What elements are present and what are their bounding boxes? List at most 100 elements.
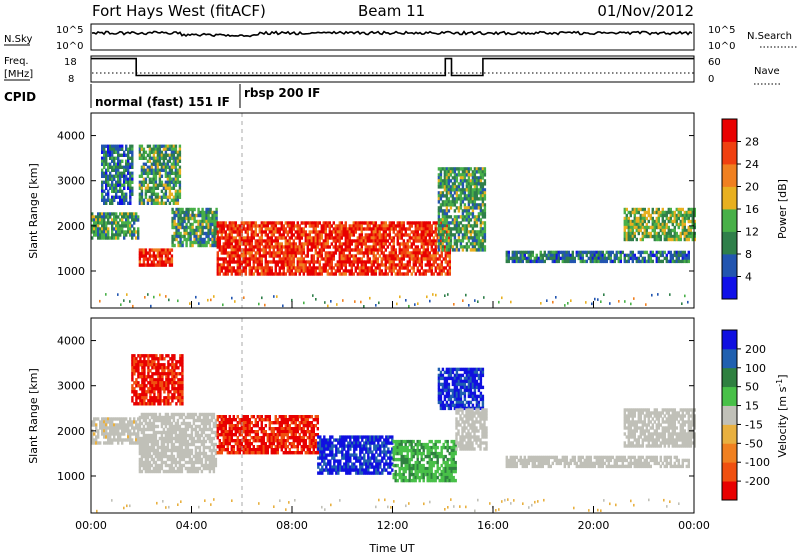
echo-cell bbox=[272, 248, 275, 252]
echo-cell bbox=[392, 251, 395, 255]
echo-cell bbox=[402, 239, 405, 243]
echo-cell bbox=[184, 451, 188, 456]
echo-cell bbox=[170, 248, 174, 252]
echo-cell bbox=[426, 245, 429, 249]
echo-cell bbox=[137, 366, 140, 370]
echo-cell bbox=[133, 387, 136, 391]
echo-cell bbox=[414, 224, 417, 228]
echo-cell bbox=[115, 180, 118, 184]
ground-scatter-cell bbox=[501, 296, 503, 300]
echo-cell bbox=[655, 225, 658, 230]
ground-scatter-cell bbox=[570, 299, 572, 302]
echo-cell bbox=[105, 201, 108, 205]
echo-cell bbox=[176, 433, 180, 438]
echo-cell bbox=[290, 263, 293, 267]
echo-cell bbox=[368, 224, 371, 228]
echo-cell bbox=[213, 213, 216, 218]
echo-cell bbox=[99, 233, 102, 237]
echo-cell bbox=[168, 180, 172, 184]
echo-cell bbox=[438, 272, 441, 276]
echo-cell bbox=[645, 222, 648, 227]
echo-cell bbox=[328, 230, 331, 234]
ground-scatter-cell bbox=[126, 293, 128, 296]
echo-cell bbox=[169, 381, 172, 385]
echo-cell bbox=[129, 227, 132, 231]
echo-cell bbox=[475, 230, 479, 234]
echo-cell bbox=[236, 248, 239, 252]
echo-cell bbox=[445, 179, 449, 183]
echo-cell bbox=[434, 269, 437, 273]
echo-cell bbox=[436, 266, 439, 270]
echo-cell bbox=[179, 384, 182, 388]
echo-cell bbox=[142, 418, 146, 423]
echo-cell bbox=[115, 426, 118, 430]
echo-cell bbox=[138, 427, 142, 432]
echo-cell bbox=[392, 239, 395, 243]
echo-cell bbox=[422, 251, 425, 255]
echo-cell bbox=[162, 421, 166, 426]
echo-cell bbox=[282, 260, 285, 264]
echo-cell bbox=[368, 227, 371, 231]
nsky-panel: N.Sky 10^5 10^0 10^5 10^0 N.Search bbox=[4, 23, 798, 52]
echo-cell bbox=[442, 257, 445, 261]
echo-cell bbox=[412, 269, 415, 273]
power-colorbar-swatch bbox=[722, 119, 737, 142]
echo-cell bbox=[380, 263, 383, 267]
echo-cell bbox=[390, 239, 393, 243]
echo-cell bbox=[220, 233, 223, 237]
echo-cell bbox=[140, 254, 144, 258]
echo-cell bbox=[181, 219, 184, 224]
echo-cell bbox=[157, 402, 160, 406]
echo-cell bbox=[135, 420, 138, 424]
echo-cell bbox=[290, 251, 293, 255]
echo-cell bbox=[135, 215, 138, 219]
echo-cell bbox=[220, 251, 223, 255]
echo-cell bbox=[170, 436, 174, 441]
echo-cell bbox=[463, 227, 467, 231]
echo-cell bbox=[153, 393, 156, 397]
echo-cell bbox=[216, 269, 219, 273]
echo-cell bbox=[163, 384, 166, 388]
echo-cell bbox=[220, 221, 223, 225]
echo-cell bbox=[673, 216, 676, 221]
echo-cell bbox=[475, 248, 479, 252]
echo-cell bbox=[162, 147, 166, 151]
echo-cell bbox=[179, 390, 182, 394]
echo-cell bbox=[286, 233, 289, 237]
echo-cell bbox=[402, 266, 405, 270]
echo-cell bbox=[181, 378, 184, 382]
echo-cell bbox=[144, 248, 148, 252]
echo-cell bbox=[162, 183, 166, 187]
echo-cell bbox=[651, 253, 654, 258]
echo-cell bbox=[274, 266, 277, 270]
echo-cell bbox=[177, 234, 180, 239]
echo-cell bbox=[605, 259, 608, 264]
power-colorbar-swatch bbox=[722, 254, 737, 277]
echo-cell bbox=[150, 448, 154, 453]
echo-cell bbox=[142, 156, 146, 160]
echo-cell bbox=[177, 240, 180, 245]
echo-cell bbox=[322, 227, 325, 231]
echo-cell bbox=[270, 242, 273, 246]
echo-cell bbox=[133, 227, 136, 231]
echo-cell bbox=[164, 189, 168, 193]
echo-cell bbox=[304, 254, 307, 258]
echo-cell bbox=[631, 222, 634, 227]
echo-cell bbox=[148, 189, 152, 193]
echo-cell bbox=[639, 207, 642, 212]
echo-cell bbox=[434, 248, 437, 252]
echo-cell bbox=[172, 460, 176, 465]
echo-cell bbox=[146, 445, 150, 450]
echo-cell bbox=[310, 230, 313, 234]
echo-cell bbox=[637, 207, 640, 212]
echo-cell bbox=[172, 427, 176, 432]
echo-cell bbox=[453, 179, 457, 183]
echo-cell bbox=[268, 239, 271, 243]
echo-cell bbox=[196, 469, 200, 474]
echo-cell bbox=[93, 438, 96, 442]
echo-cell bbox=[553, 253, 556, 258]
echo-cell bbox=[483, 179, 487, 183]
echo-cell bbox=[150, 198, 154, 202]
echo-cell bbox=[109, 441, 112, 445]
echo-cell bbox=[250, 221, 253, 225]
